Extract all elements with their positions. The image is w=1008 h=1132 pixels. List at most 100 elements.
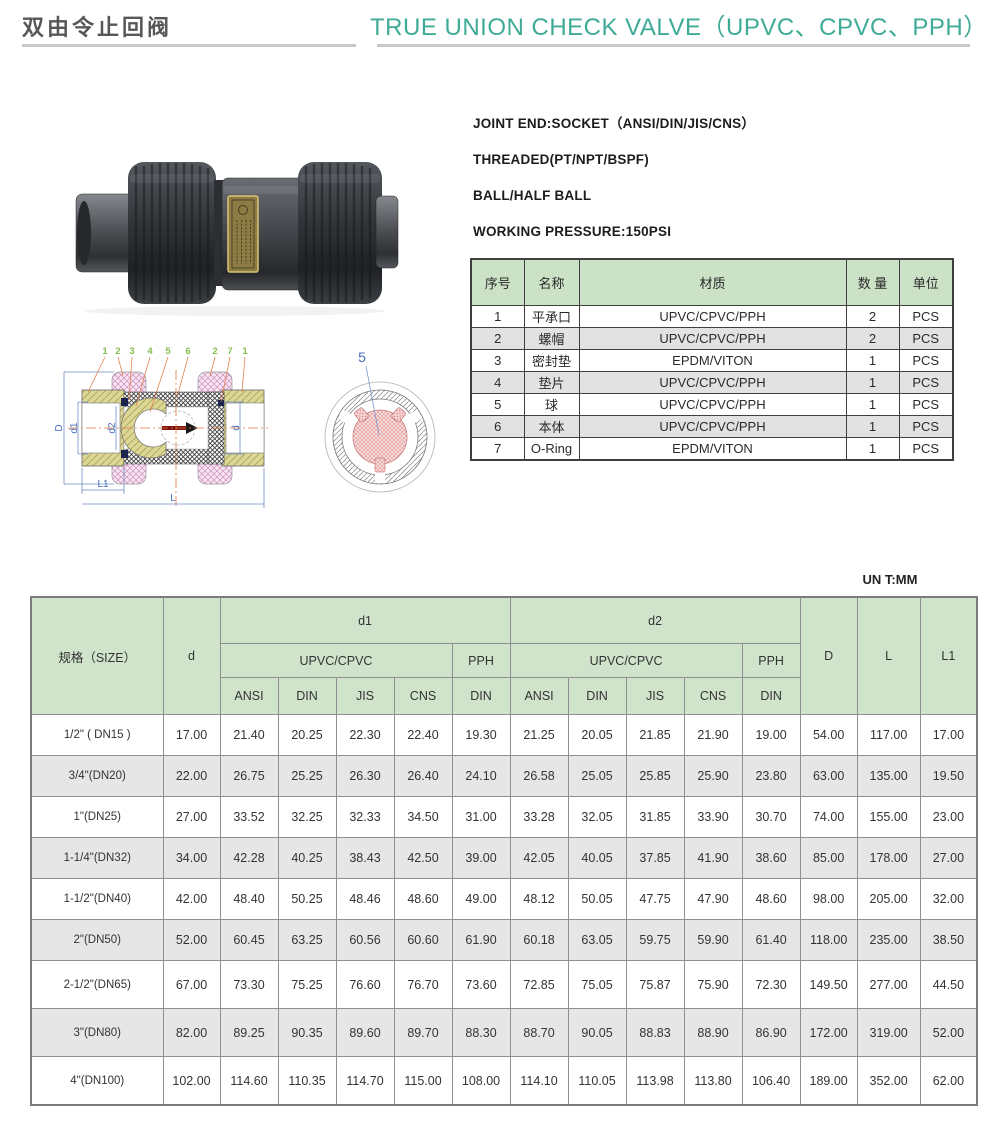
cell: 115.00 <box>393 1056 453 1106</box>
cell: 67.00 <box>162 960 221 1009</box>
header-cell-pph: PPH <box>451 643 511 678</box>
cell: 27.00 <box>162 796 221 838</box>
cell: 26.40 <box>393 755 453 797</box>
cell: 1 <box>845 393 900 416</box>
cell: 17.00 <box>162 714 221 756</box>
cell: 26.75 <box>219 755 279 797</box>
dimension-lines <box>63 371 265 508</box>
cell: 33.52 <box>219 796 279 838</box>
header-cell: 材质 <box>578 258 847 306</box>
table-row: 7 O-Ring EPDM/VITON 1 PCS <box>470 437 954 461</box>
page-title-en: TRUE UNION CHECK VALVE（UPVC、CPVC、PPH） <box>370 14 988 41</box>
cell: 21.85 <box>625 714 685 756</box>
header-cell-standard: ANSI <box>219 677 279 715</box>
cell: 平承口 <box>523 305 580 328</box>
spec-threaded: THREADED(PT/NPT/BSPF) <box>473 152 649 167</box>
cell: 75.25 <box>277 960 337 1009</box>
callout-5: 5 <box>165 346 171 357</box>
cell: 98.00 <box>799 878 858 920</box>
cell: UPVC/CPVC/PPH <box>578 371 847 394</box>
spec-joint-end: JOINT END:SOCKET（ANSI/DIN/JIS/CNS） <box>473 116 756 131</box>
cell: 88.30 <box>451 1008 511 1057</box>
size-table: 规格（SIZE） d d1 d2 D L L1 UPVC/CPVC PPH UP… <box>30 596 979 1106</box>
dim-label-L1: L1 <box>97 479 109 490</box>
header-cell-upvc: UPVC/CPVC <box>219 643 453 678</box>
cell: 85.00 <box>799 837 858 879</box>
callout-4: 4 <box>147 346 153 357</box>
cell: 26.58 <box>509 755 569 797</box>
header-cell-standard: DIN <box>567 677 627 715</box>
cell: 155.00 <box>856 796 921 838</box>
cell: 114.70 <box>335 1056 395 1106</box>
spec-ball: BALL/HALF BALL <box>473 188 592 203</box>
cell: PCS <box>898 437 954 461</box>
cell: 39.00 <box>451 837 511 879</box>
size-table-body: 1/2" ( DN15 ) 17.00 21.40 20.25 22.30 22.40 19… <box>30 714 978 1106</box>
cell: 1-1/2"(DN40) <box>30 878 164 920</box>
cell: 277.00 <box>856 960 921 1009</box>
callout-3: 3 <box>129 346 134 357</box>
header-cell-pph: PPH <box>741 643 801 678</box>
header-cell: 序号 <box>470 258 525 306</box>
cell: 178.00 <box>856 837 921 879</box>
cell: 34.00 <box>162 837 221 879</box>
cell: 19.00 <box>741 714 801 756</box>
cell: 106.40 <box>741 1056 801 1106</box>
dim-label-d: d <box>231 425 242 431</box>
cell: 102.00 <box>162 1056 221 1106</box>
cell: 25.25 <box>277 755 337 797</box>
table-row: 6 本体 UPVC/CPVC/PPH 1 PCS <box>470 415 954 438</box>
header-divider-left <box>22 44 356 47</box>
cell: 30.70 <box>741 796 801 838</box>
header-cell-d: d <box>162 596 221 715</box>
cell: 47.90 <box>683 878 743 920</box>
cell: 32.00 <box>919 878 978 920</box>
cell: 82.00 <box>162 1008 221 1057</box>
dim-label-D: D <box>54 424 65 431</box>
cell: 52.00 <box>162 919 221 961</box>
cell: 40.05 <box>567 837 627 879</box>
cell: 205.00 <box>856 878 921 920</box>
header-cell-L: L <box>856 596 921 715</box>
cell: PCS <box>898 415 954 438</box>
parts-table-head: 序号 名称 材质 数 量 单位 <box>470 258 954 306</box>
cell: 48.12 <box>509 878 569 920</box>
cell: 54.00 <box>799 714 858 756</box>
header-cell: 单位 <box>898 258 954 306</box>
cell: 114.10 <box>509 1056 569 1106</box>
parts-table-body: 1 平承口 UPVC/CPVC/PPH 2 PCS 2 螺帽 UPVC/CPVC/PPH 2 P… <box>470 305 954 461</box>
cell: 3 <box>470 349 525 372</box>
header-cell-standard: DIN <box>741 677 801 715</box>
cell: 37.85 <box>625 837 685 879</box>
cell: 21.40 <box>219 714 279 756</box>
cell: 76.60 <box>335 960 395 1009</box>
cell: 90.05 <box>567 1008 627 1057</box>
cell: EPDM/VITON <box>578 349 847 372</box>
cell: 25.05 <box>567 755 627 797</box>
header-cell-d2-group: d2 <box>509 596 801 644</box>
cell: 32.25 <box>277 796 337 838</box>
cell: 49.00 <box>451 878 511 920</box>
cell: 25.90 <box>683 755 743 797</box>
cell: 38.43 <box>335 837 395 879</box>
cell: 47.75 <box>625 878 685 920</box>
cell: PCS <box>898 349 954 372</box>
cell: UPVC/CPVC/PPH <box>578 393 847 416</box>
table-row: 1"(DN25) 27.00 33.52 32.25 32.33 34.50 31.00 33… <box>30 796 978 838</box>
cell: 3"(DN80) <box>30 1008 164 1057</box>
callout-2: 2 <box>115 346 120 357</box>
cell: 24.10 <box>451 755 511 797</box>
cell: 118.00 <box>799 919 858 961</box>
cell: 19.50 <box>919 755 978 797</box>
cell: 113.80 <box>683 1056 743 1106</box>
cell: 235.00 <box>856 919 921 961</box>
cell: 42.05 <box>509 837 569 879</box>
cell: 75.87 <box>625 960 685 1009</box>
cell: 135.00 <box>856 755 921 797</box>
cell: 26.30 <box>335 755 395 797</box>
cell: 117.00 <box>856 714 921 756</box>
cell: 75.05 <box>567 960 627 1009</box>
size-header-row-3: ANSI DIN JIS CNS DIN ANSI DIN JIS CNS DI… <box>31 677 977 715</box>
